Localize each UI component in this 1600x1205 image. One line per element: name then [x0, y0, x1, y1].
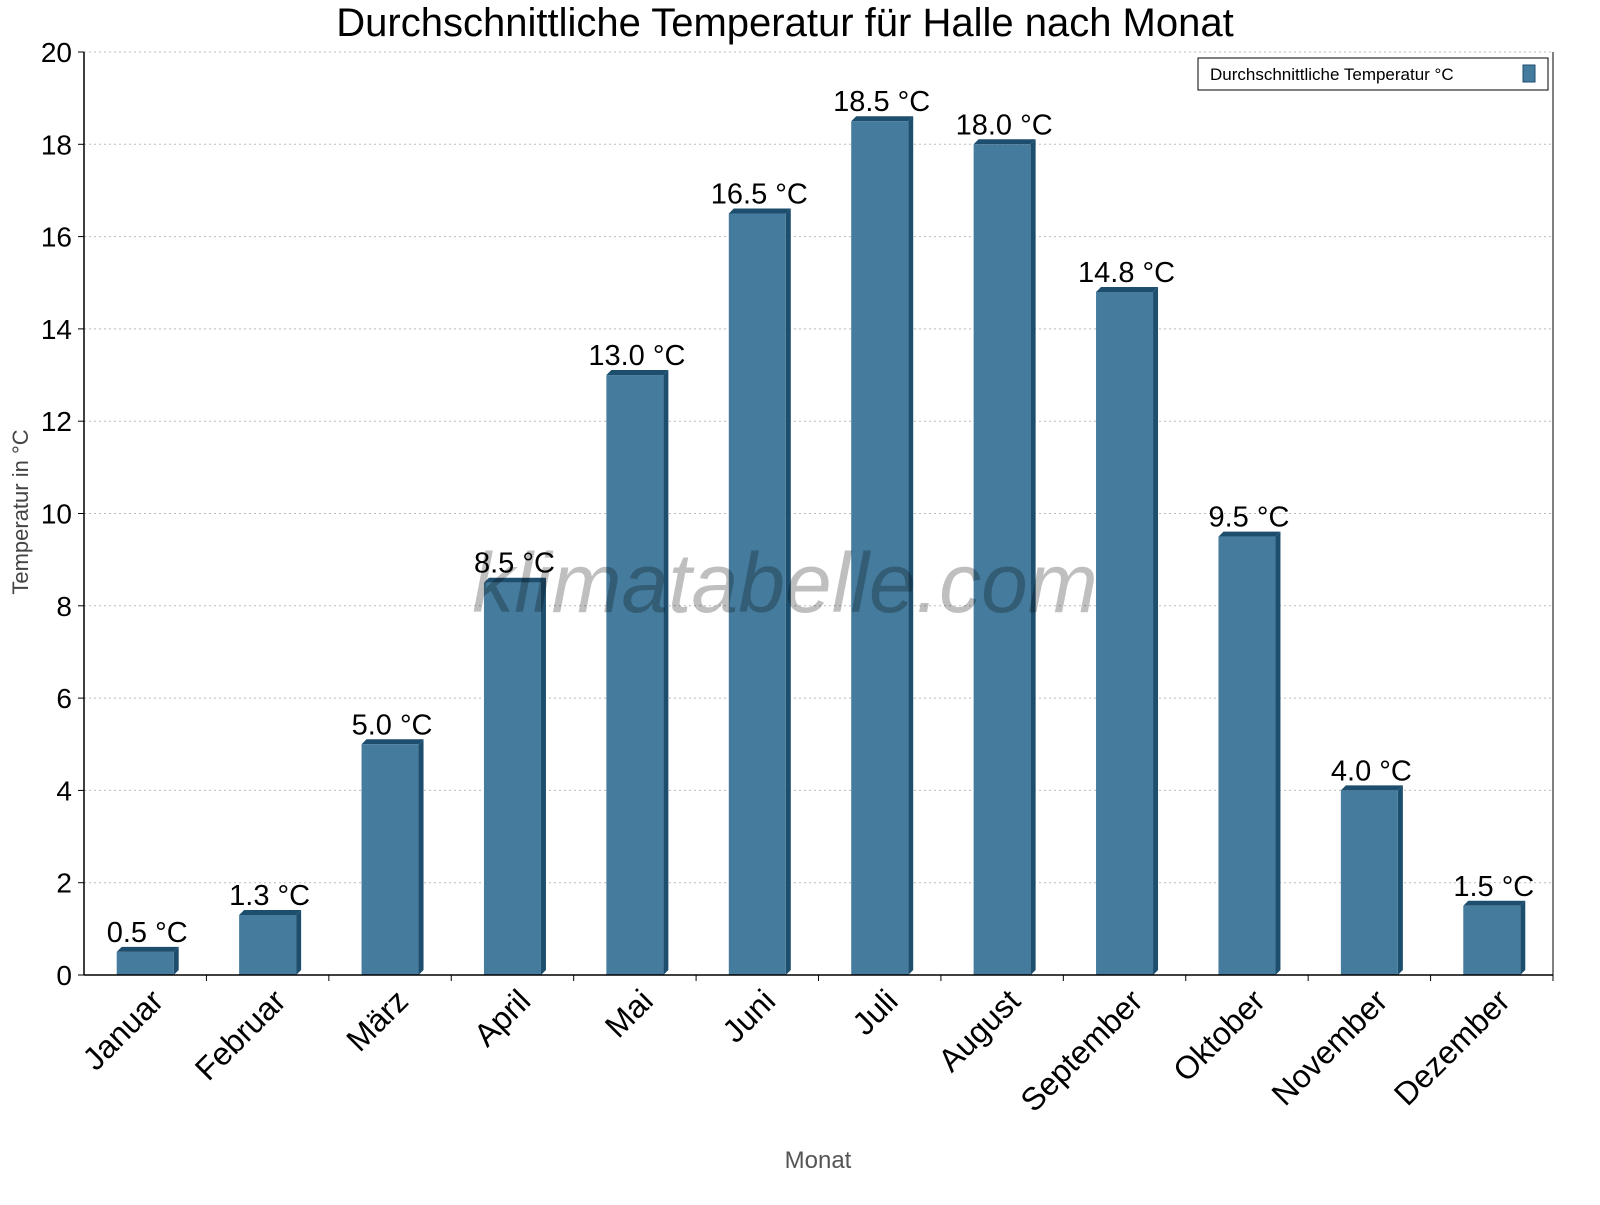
y-tick-label: 20: [41, 37, 72, 68]
x-tick-label: August: [931, 982, 1027, 1078]
y-tick-label: 2: [56, 868, 72, 899]
x-tick-label: Januar: [76, 982, 171, 1077]
bar: [1463, 905, 1521, 975]
bar: [1218, 536, 1276, 975]
bar-side: [1520, 900, 1526, 975]
bar-top: [483, 577, 546, 583]
y-tick-label: 0: [56, 960, 72, 991]
x-tick-label: April: [467, 982, 538, 1053]
data-label: 5.0 °C: [352, 709, 433, 741]
bar-top: [116, 946, 179, 952]
bar: [116, 951, 174, 975]
bar-top: [361, 739, 424, 745]
bar-top: [728, 208, 791, 214]
y-tick-label: 16: [41, 222, 72, 253]
bar-side: [1397, 785, 1403, 975]
y-tick-label: 18: [41, 129, 72, 160]
data-label: 0.5 °C: [107, 917, 188, 949]
y-tick-label: 8: [56, 591, 72, 622]
bar-side: [1275, 531, 1281, 975]
x-tick-label: Juli: [845, 982, 904, 1041]
bar-side: [1153, 286, 1159, 976]
legend-swatch: [1522, 64, 1536, 83]
x-axis-label: Monat: [785, 1147, 852, 1174]
x-tick-label: September: [1013, 982, 1149, 1118]
bar-side: [908, 116, 914, 976]
bar-side: [1030, 139, 1036, 976]
bar: [239, 915, 297, 975]
legend: Durchschnittliche Temperatur °C: [1197, 57, 1549, 91]
data-label: 1.3 °C: [229, 880, 310, 912]
y-tick-label: 14: [41, 314, 72, 345]
data-label: 13.0 °C: [588, 340, 685, 372]
bar: [1096, 291, 1154, 976]
data-label: 18.5 °C: [833, 86, 930, 118]
bar: [606, 375, 664, 975]
y-tick-label: 6: [56, 683, 72, 714]
data-label: 1.5 °C: [1453, 871, 1534, 903]
bar-side: [540, 577, 546, 975]
data-label: 18.0 °C: [956, 109, 1053, 141]
data-labels: 0.5 °C 1.3 °C 5.0 °C 8.5 °C 13.0 °C 16.5 °C 18…: [107, 86, 1535, 949]
y-tick-label: 12: [41, 406, 72, 437]
chart-title: Durchschnittliche Temperatur für Halle n…: [336, 1, 1233, 45]
x-tick-label: Dezember: [1387, 982, 1517, 1112]
bar-top: [973, 139, 1036, 145]
data-label: 14.8 °C: [1078, 257, 1175, 289]
bar-top: [1463, 900, 1526, 906]
bar: [973, 144, 1031, 976]
bar-top: [1218, 531, 1281, 537]
data-label: 16.5 °C: [711, 179, 808, 211]
bar-top: [851, 116, 914, 122]
data-label: 9.5 °C: [1208, 502, 1289, 534]
bar-top: [239, 910, 302, 916]
bar: [728, 213, 786, 975]
bar: [1340, 790, 1398, 975]
x-tick-label: Juni: [715, 982, 782, 1049]
bar-side: [296, 910, 302, 975]
y-tick-label: 10: [41, 499, 72, 530]
x-tick-label: Mai: [598, 982, 660, 1044]
data-label: 8.5 °C: [474, 548, 555, 580]
bar-side: [418, 739, 424, 975]
bar: [483, 582, 541, 975]
x-tick-label: März: [339, 982, 415, 1058]
x-tick-label: Oktober: [1166, 982, 1272, 1088]
y-tick-label: 4: [56, 775, 72, 806]
data-label: 4.0 °C: [1331, 755, 1412, 787]
bars: [116, 116, 1526, 976]
bar: [851, 121, 909, 976]
bar-side: [663, 370, 669, 975]
y-axis-label: Temperatur in °C: [8, 429, 33, 594]
watermark: klimatabelle.com: [472, 536, 1098, 630]
bar: [361, 744, 419, 975]
bar-side: [173, 946, 179, 975]
bar-side: [785, 208, 791, 975]
legend-label: Durchschnittliche Temperatur °C: [1210, 65, 1454, 84]
bar-top: [1096, 286, 1159, 292]
x-tick-label: Februar: [188, 982, 293, 1087]
x-tick-label: November: [1264, 982, 1394, 1112]
bar-top: [1340, 785, 1403, 791]
bar-top: [606, 370, 669, 376]
